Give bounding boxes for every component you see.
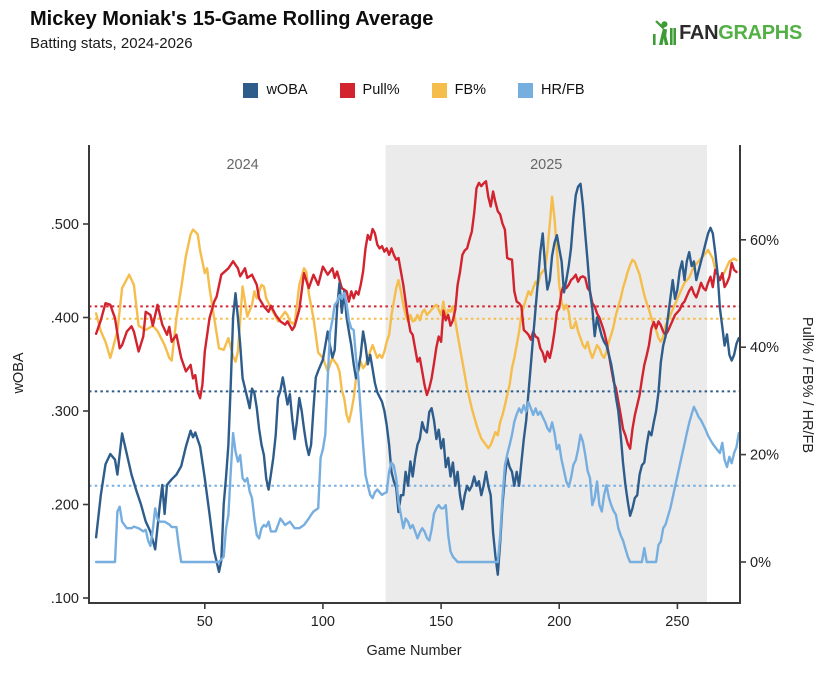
legend-item-fb: FB% xyxy=(431,82,487,98)
left-tick-label: .200 xyxy=(51,498,79,514)
year-label: 2025 xyxy=(530,157,562,173)
right-axis-title: Pull% / FB% / HR/FB xyxy=(799,316,815,454)
page-subtitle: Batting stats, 2024-2026 xyxy=(30,35,193,52)
left-tick-label: .500 xyxy=(51,217,79,233)
fangraphs-logo: FAN GRAPHS xyxy=(652,20,802,46)
right-tick-label: 60% xyxy=(750,233,779,249)
legend-item-hrfb: HR/FB xyxy=(518,82,585,98)
legend-item-woba: wOBA xyxy=(243,82,308,98)
legend-swatch xyxy=(243,82,259,98)
legend-label: HR/FB xyxy=(541,82,585,98)
x-tick-label: 200 xyxy=(547,614,571,630)
series-line-hrfb xyxy=(94,291,740,564)
series-line-fb xyxy=(94,195,738,450)
x-tick-label: 250 xyxy=(665,614,689,630)
left-axis-title: wOBA xyxy=(11,352,27,394)
legend-label: FB% xyxy=(454,82,487,98)
legend-swatch xyxy=(339,82,355,98)
legend-label: Pull% xyxy=(362,82,400,98)
right-tick-label: 0% xyxy=(750,555,771,571)
right-tick-label: 20% xyxy=(750,448,779,464)
legend-swatch xyxy=(431,82,447,98)
logo-text-graphs: GRAPHS xyxy=(718,21,802,44)
series-line-woba xyxy=(94,182,740,576)
chart-legend: wOBA Pull% FB% HR/FB xyxy=(0,82,828,98)
right-tick-label: 40% xyxy=(750,340,779,356)
legend-label: wOBA xyxy=(266,82,308,98)
left-tick-label: .300 xyxy=(51,404,79,420)
page-title: Mickey Moniak's 15-Game Rolling Average xyxy=(30,8,434,30)
season-2025-band xyxy=(385,145,707,603)
legend-item-pull: Pull% xyxy=(339,82,400,98)
x-tick-label: 50 xyxy=(197,614,213,630)
x-tick-label: 100 xyxy=(311,614,335,630)
x-tick-label: 150 xyxy=(429,614,453,630)
left-tick-label: .400 xyxy=(51,311,79,327)
series-line-pull xyxy=(94,180,738,450)
year-label: 2024 xyxy=(226,157,258,173)
logo-text-fan: FAN xyxy=(679,21,719,44)
legend-swatch xyxy=(518,82,534,98)
fangraphs-batter-icon xyxy=(653,20,677,45)
left-tick-label: .100 xyxy=(51,591,79,607)
x-axis-title: Game Number xyxy=(366,643,462,659)
